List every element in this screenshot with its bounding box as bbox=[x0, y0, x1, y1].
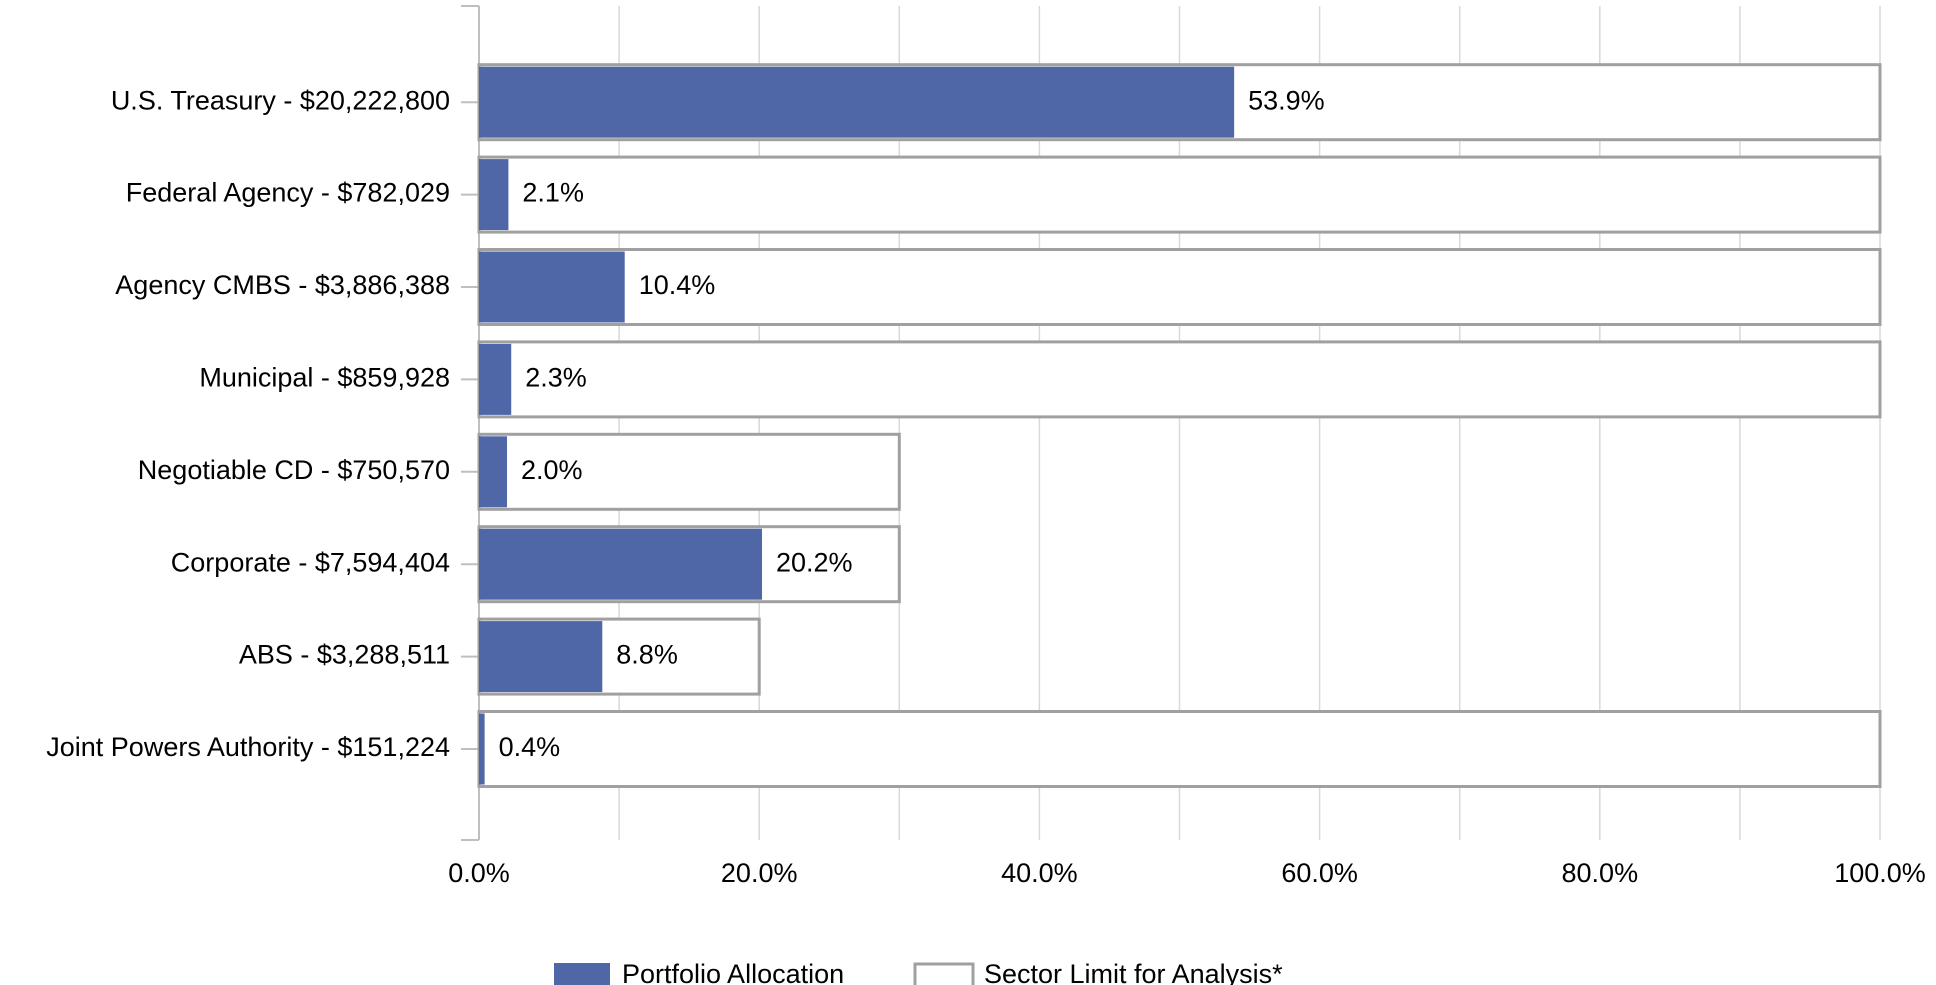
y-tick-label: ABS - $3,288,511 bbox=[239, 640, 450, 670]
y-tick-label: Agency CMBS - $3,886,388 bbox=[115, 270, 450, 300]
y-tick-label: Corporate - $7,594,404 bbox=[171, 547, 450, 577]
legend-swatch bbox=[913, 962, 975, 985]
bar bbox=[479, 343, 512, 415]
limit-bar bbox=[477, 432, 901, 511]
legend-label: Sector Limit for Analysis* bbox=[984, 959, 1283, 985]
value-label: 2.1% bbox=[522, 178, 584, 208]
value-label: 0.4% bbox=[499, 732, 561, 762]
x-tick-label: 40.0% bbox=[1001, 858, 1078, 888]
value-label: 2.0% bbox=[521, 455, 583, 485]
bar bbox=[479, 713, 485, 785]
x-tick-label: 0.0% bbox=[448, 858, 510, 888]
x-tick-label: 100.0% bbox=[1834, 858, 1926, 888]
bar bbox=[479, 528, 763, 600]
bar bbox=[479, 251, 625, 323]
value-label: 20.2% bbox=[776, 547, 853, 577]
limit-bar bbox=[477, 340, 1882, 419]
legend-swatch bbox=[554, 963, 610, 985]
value-label: 10.4% bbox=[639, 270, 716, 300]
limit-bar bbox=[477, 155, 1882, 234]
limit-bar bbox=[477, 248, 1882, 326]
y-tick-label: Negotiable CD - $750,570 bbox=[138, 455, 450, 485]
y-tick-label: U.S. Treasury - $20,222,800 bbox=[111, 85, 450, 115]
value-label: 2.3% bbox=[525, 363, 587, 393]
bar bbox=[479, 159, 509, 231]
y-tick-label: Federal Agency - $782,029 bbox=[126, 178, 450, 208]
value-label: 8.8% bbox=[616, 640, 678, 670]
y-tick-label: Joint Powers Authority - $151,224 bbox=[46, 732, 450, 762]
y-tick-label: Municipal - $859,928 bbox=[199, 363, 450, 393]
x-tick-label: 20.0% bbox=[721, 858, 798, 888]
value-label: 53.9% bbox=[1248, 85, 1325, 115]
x-tick-label: 60.0% bbox=[1281, 858, 1358, 888]
legend-label: Portfolio Allocation bbox=[622, 959, 844, 985]
x-tick-label: 80.0% bbox=[1562, 858, 1639, 888]
bar bbox=[479, 66, 1235, 138]
bar bbox=[479, 436, 508, 508]
limit-bar bbox=[477, 710, 1882, 788]
bar bbox=[479, 621, 603, 693]
